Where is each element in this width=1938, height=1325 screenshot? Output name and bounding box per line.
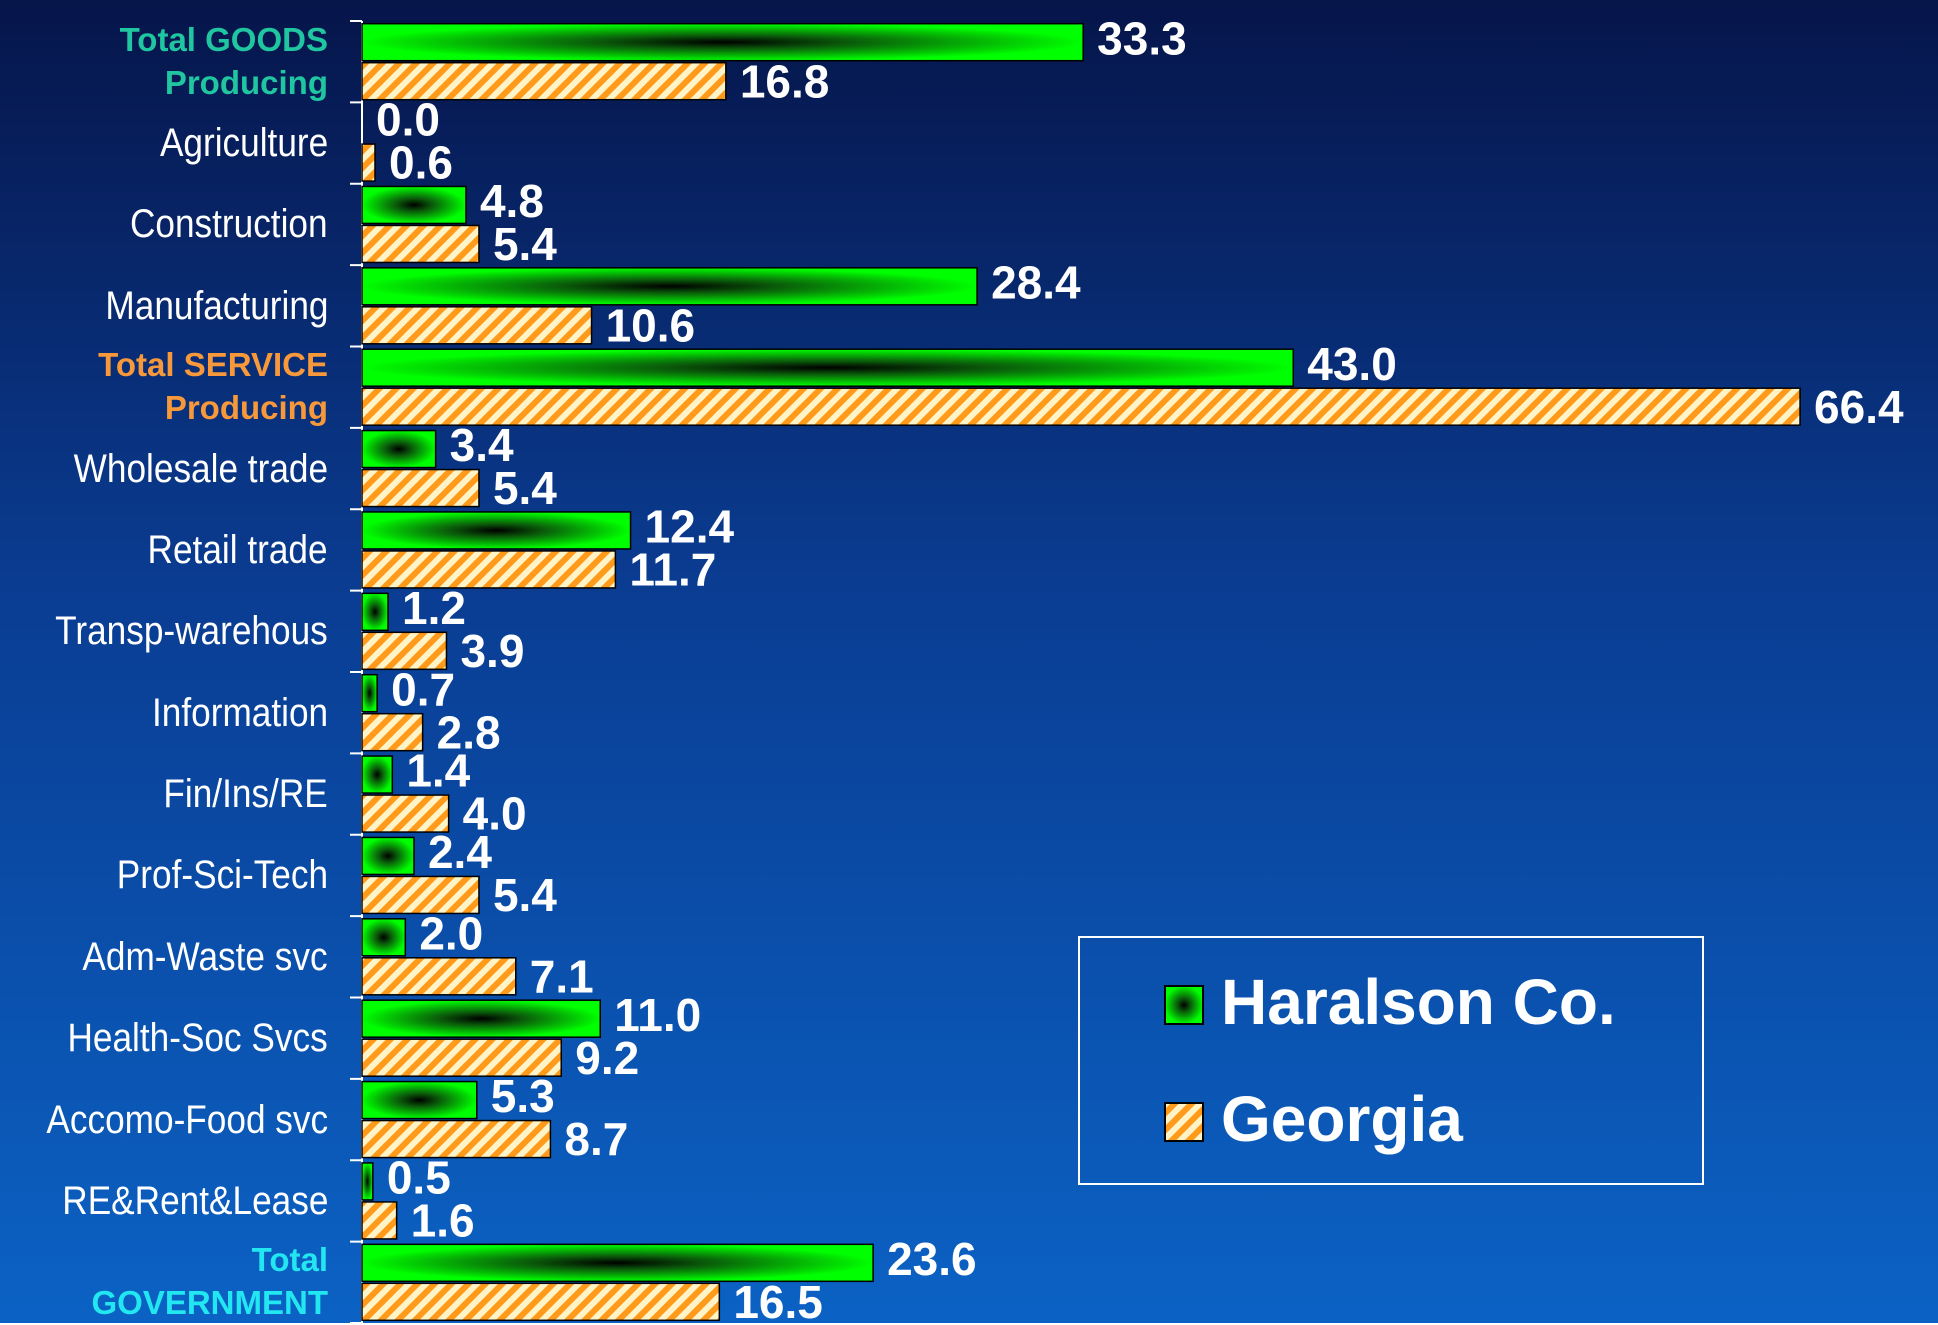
value-label: 7.1 [530, 950, 594, 1002]
value-label: 23.6 [887, 1233, 977, 1285]
value-label: 43.0 [1307, 338, 1397, 390]
bar [361, 1119, 552, 1159]
bar [361, 957, 517, 996]
value-label: 0.6 [389, 137, 453, 189]
bar [361, 999, 601, 1038]
bar [361, 794, 450, 833]
bar [361, 836, 415, 876]
category-label: Agriculture [159, 121, 328, 166]
bar [361, 875, 480, 915]
value-label: 16.8 [740, 55, 830, 107]
bar [361, 712, 424, 752]
bar [361, 429, 437, 469]
bar [361, 61, 727, 101]
value-label: 3.9 [460, 625, 524, 677]
bar [361, 468, 480, 508]
bar [361, 550, 617, 589]
bar [361, 348, 1295, 387]
value-label: 66.4 [1814, 381, 1904, 433]
value-label: 33.3 [1097, 12, 1187, 64]
bar [361, 918, 407, 957]
value-label: 1.4 [406, 745, 470, 797]
legend-swatch [1164, 985, 1204, 1025]
bar [361, 387, 1801, 426]
value-label: 2.4 [428, 826, 492, 878]
bar [361, 673, 378, 713]
category-label: Health-Soc Svcs [67, 1016, 328, 1061]
value-label: 1.2 [402, 582, 466, 634]
value-label: 4.8 [480, 175, 544, 227]
value-label: 11.7 [629, 544, 716, 596]
bar [361, 1162, 374, 1201]
value-label: 10.6 [606, 299, 696, 351]
bar [361, 1080, 478, 1120]
bar [361, 631, 448, 671]
value-label: 5.3 [491, 1070, 555, 1122]
value-label: 5.4 [493, 869, 557, 921]
value-label: 0.5 [387, 1152, 451, 1204]
value-label: 2.0 [419, 907, 483, 959]
bar [361, 224, 480, 264]
legend-label: Haralson Co. [1221, 966, 1616, 1038]
bar [361, 1282, 721, 1322]
category-label: Information [151, 690, 328, 735]
bar [361, 1201, 398, 1240]
value-label: 8.7 [564, 1113, 628, 1165]
category-label: Transp-warehous [55, 609, 328, 654]
category-label: Adm-Waste svc [82, 934, 328, 979]
value-label: 28.4 [991, 256, 1081, 308]
category-label: Total GOVERNMENT [91, 1241, 328, 1322]
bar [361, 22, 1084, 62]
value-label: 5.4 [493, 462, 557, 514]
bar [361, 1038, 562, 1077]
bar [361, 1243, 874, 1283]
value-label: 4.0 [463, 788, 527, 840]
category-label: Fin/Ins/RE [163, 772, 328, 817]
category-label: Construction [130, 202, 328, 247]
value-label: 3.4 [450, 419, 514, 471]
category-label: Retail trade [147, 527, 328, 572]
value-label: 9.2 [575, 1032, 639, 1084]
category-label: Wholesale trade [73, 446, 328, 491]
bar [361, 592, 389, 632]
value-label: 0.7 [391, 663, 455, 715]
value-label: 2.8 [437, 706, 501, 758]
value-label: 0.0 [376, 94, 440, 146]
category-label: RE&Rent&Lease [61, 1178, 328, 1223]
value-label: 12.4 [645, 501, 735, 553]
category-label: Total SERVICE Producing [98, 346, 328, 427]
value-label: 5.4 [493, 218, 557, 270]
category-label: Accomo-Food svc [46, 1097, 328, 1142]
legend-box [1078, 936, 1704, 1185]
legend-label: Georgia [1221, 1083, 1463, 1155]
bar [361, 306, 593, 345]
legend-swatch [1164, 1102, 1204, 1142]
category-label: Manufacturing [104, 283, 328, 328]
bar [361, 185, 467, 225]
bar [361, 143, 376, 182]
bar [361, 267, 978, 306]
category-label: Prof-Sci-Tech [116, 853, 328, 898]
value-label: 11.0 [614, 989, 701, 1041]
value-label: 16.5 [733, 1276, 823, 1323]
category-label: Total GOODS Producing [119, 20, 328, 101]
value-label: 1.6 [411, 1195, 475, 1247]
bar [361, 755, 394, 794]
bar [361, 511, 632, 550]
